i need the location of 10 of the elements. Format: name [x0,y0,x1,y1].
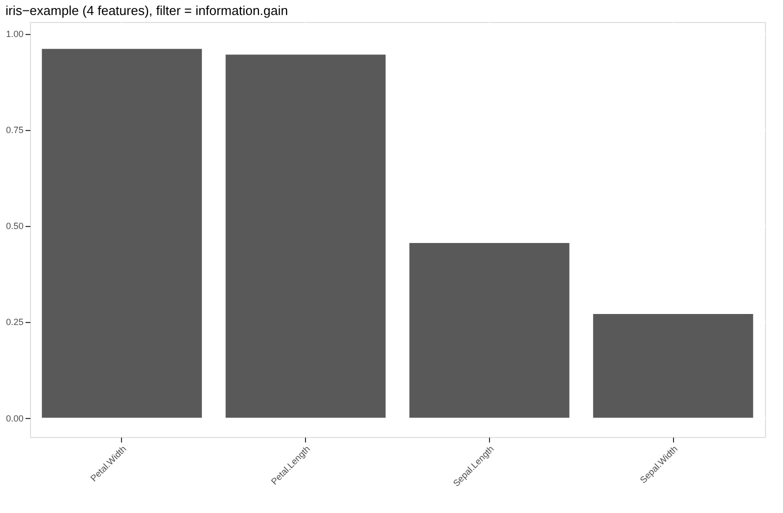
bar [409,242,570,418]
y-tick-label: 0.00 [6,413,24,424]
bar [42,48,202,418]
bar [226,54,386,418]
y-tick-label: 1.00 [6,29,24,40]
bar [593,314,754,418]
y-tick-label: 0.75 [6,125,24,136]
chart-title: iris−example (4 features), filter = information.gain [5,3,288,18]
y-tick-label: 0.25 [6,317,24,328]
y-tick-label: 0.50 [6,221,24,232]
